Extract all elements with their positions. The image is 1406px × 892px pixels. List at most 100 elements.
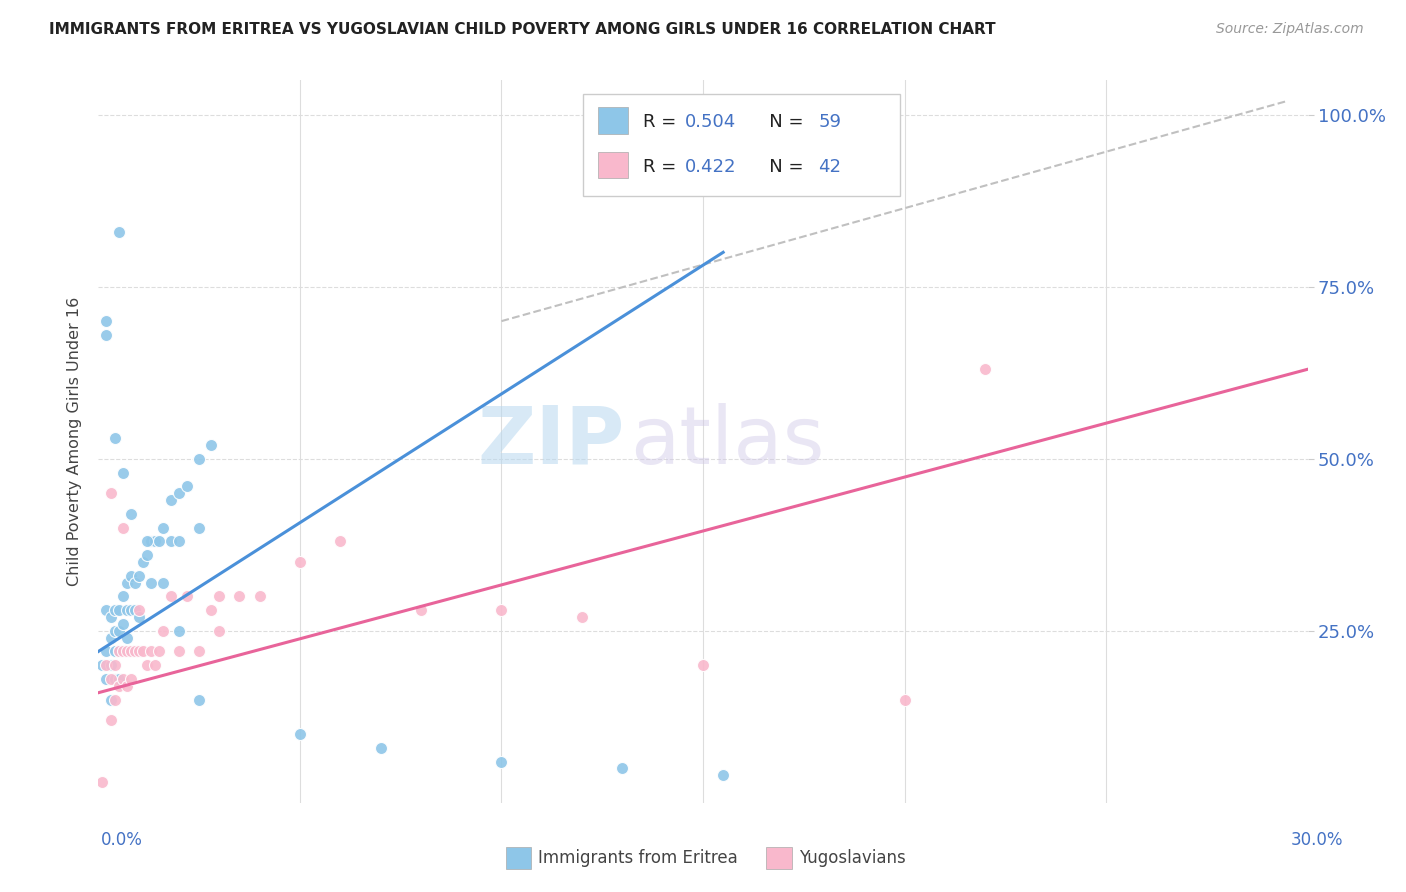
Text: N =: N = [752,113,810,131]
Point [120,568,142,582]
Point [107,644,129,658]
Point [200,438,222,452]
Point [100,631,122,645]
Point [228,590,250,604]
Point [103,644,125,658]
Point [692,658,714,673]
Point [100,658,122,673]
Point [96,314,118,328]
Point [143,658,166,673]
Point [115,575,138,590]
Point [100,692,122,706]
Point [103,431,125,445]
Point [100,713,122,727]
Point [96,327,118,342]
Point [491,603,513,617]
Point [111,644,134,658]
Point [111,672,134,686]
Point [111,466,134,480]
Point [208,624,231,638]
Text: R =: R = [643,158,682,176]
Point [249,590,271,604]
Point [120,644,142,658]
Point [160,534,183,549]
Point [115,603,138,617]
Point [111,590,134,604]
Point [143,534,166,549]
Point [409,603,432,617]
Point [135,548,157,562]
Point [107,603,129,617]
Point [91,658,114,673]
Text: 59: 59 [818,113,841,131]
Point [124,644,146,658]
Text: N =: N = [752,158,810,176]
Point [288,555,311,569]
Point [111,616,134,631]
Y-axis label: Child Poverty Among Girls Under 16: Child Poverty Among Girls Under 16 [67,297,83,586]
Point [103,624,125,638]
Point [139,575,162,590]
Point [152,575,174,590]
Point [370,740,392,755]
Point [120,603,142,617]
Point [139,644,162,658]
Point [107,624,129,638]
Text: R =: R = [643,113,682,131]
Point [107,672,129,686]
Point [103,672,125,686]
Point [152,624,174,638]
Point [176,590,198,604]
Point [139,534,162,549]
Point [571,610,593,624]
Point [135,658,157,673]
Point [111,520,134,534]
Point [115,631,138,645]
Point [115,679,138,693]
Point [96,603,118,617]
Point [128,568,150,582]
Point [188,451,211,466]
Point [103,603,125,617]
Point [100,610,122,624]
Point [329,534,352,549]
Point [115,644,138,658]
Point [132,555,155,569]
Point [111,644,134,658]
Point [128,603,150,617]
Point [188,520,211,534]
Point [612,761,634,775]
Point [491,755,513,769]
Point [120,507,142,521]
Point [124,644,146,658]
Point [96,658,118,673]
Point [120,672,142,686]
Point [103,692,125,706]
Point [176,479,198,493]
Text: 0.0%: 0.0% [101,831,143,849]
Point [124,575,146,590]
Point [135,534,157,549]
Point [107,225,129,239]
Point [128,644,150,658]
Point [100,486,122,500]
Point [96,672,118,686]
Point [148,534,170,549]
Text: 30.0%: 30.0% [1291,831,1343,849]
Point [167,486,190,500]
Point [128,610,150,624]
Point [188,644,211,658]
Point [188,692,211,706]
Text: Source: ZipAtlas.com: Source: ZipAtlas.com [1216,22,1364,37]
Point [160,590,183,604]
Text: 0.422: 0.422 [685,158,737,176]
Text: 0.504: 0.504 [685,113,735,131]
Point [167,534,190,549]
Point [107,644,129,658]
Point [974,362,997,376]
Point [167,624,190,638]
Text: Yugoslavians: Yugoslavians [799,849,905,867]
Point [160,493,183,508]
Point [124,603,146,617]
Text: ZIP: ZIP [477,402,624,481]
